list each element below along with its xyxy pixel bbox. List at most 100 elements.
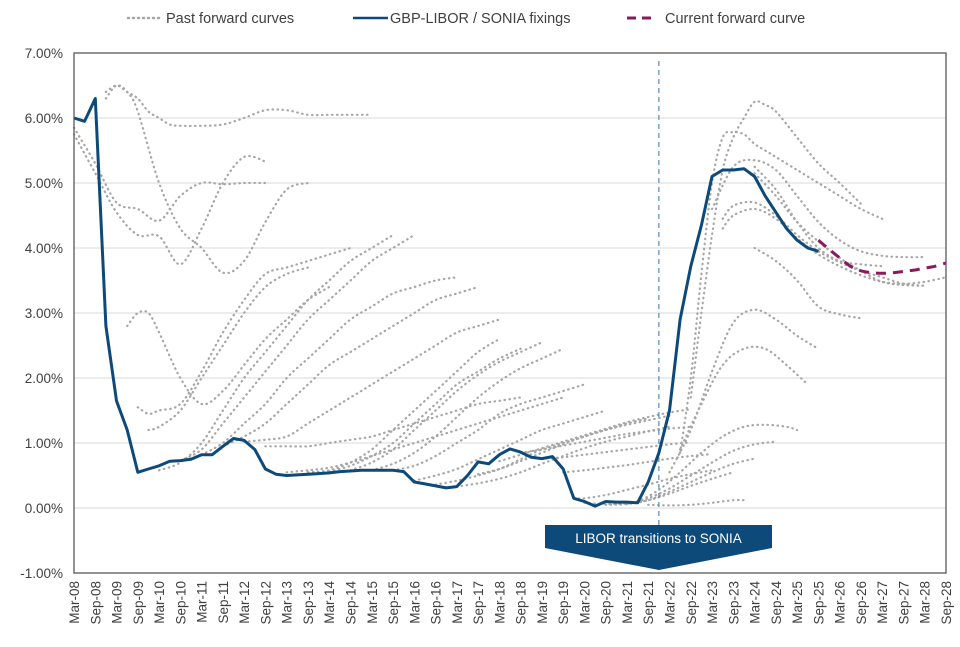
x-tick-label: Mar-19	[535, 581, 550, 624]
x-tick-label: Mar-09	[110, 581, 125, 624]
past-forward-curve	[710, 158, 926, 259]
y-tick-label: 2.00%	[25, 371, 63, 386]
x-tick-label: Mar-16	[407, 581, 422, 624]
past-forward-curve	[689, 100, 862, 399]
past-forward-curve	[572, 469, 714, 500]
x-tick-label: Mar-26	[833, 581, 848, 624]
legend: Past forward curves GBP-LIBOR / SONIA fi…	[126, 11, 805, 27]
x-tick-label: Mar-28	[918, 581, 933, 624]
x-tick-label: Sep-19	[556, 581, 571, 625]
x-tick-label: Sep-22	[684, 581, 699, 625]
x-tick-label: Sep-14	[343, 581, 358, 625]
legend-label-fixings: GBP-LIBOR / SONIA fixings	[390, 11, 571, 27]
x-tick-label: Mar-21	[620, 581, 635, 624]
past-forward-curve	[264, 396, 522, 448]
x-tick-label: Sep-25	[811, 581, 826, 625]
past-forward-curve	[679, 345, 809, 451]
x-tick-label: Sep-11	[216, 581, 231, 624]
x-tick-label: Mar-08	[67, 581, 82, 624]
past-forward-curve	[625, 440, 777, 506]
past-forward-curve	[72, 126, 267, 223]
x-tick-label: Mar-23	[705, 581, 720, 624]
x-tick-label: Mar-17	[450, 581, 465, 624]
past-forward-curve	[753, 246, 862, 320]
past-forward-curve	[434, 417, 650, 486]
y-tick-label: 4.00%	[25, 241, 63, 256]
x-tick-label: Mar-24	[748, 581, 763, 624]
x-tick-label: Sep-28	[939, 581, 954, 625]
x-tick-label: Mar-20	[577, 581, 592, 624]
y-tick-label: 5.00%	[25, 176, 63, 191]
legend-label-past-forward: Past forward curves	[166, 11, 294, 27]
x-tick-label: Sep-09	[131, 581, 146, 625]
past-forward-curve	[285, 396, 565, 474]
x-tick-label: Sep-21	[641, 581, 656, 625]
x-tick-label: Mar-13	[280, 581, 295, 624]
current-forward-line	[817, 239, 947, 275]
y-tick-label: 3.00%	[25, 306, 63, 321]
transition-annotation: LIBOR transitions to SONIA	[545, 525, 772, 570]
x-axis-ticks: Mar-08 Sep-08 Mar-09 Sep-09 Mar-10 Sep-10 Mar-…	[67, 581, 954, 625]
y-tick-label: 1.00%	[25, 436, 63, 451]
past-forward-curve	[147, 266, 310, 432]
past-forward-curve	[349, 341, 543, 472]
past-forward-curve	[200, 276, 458, 456]
y-tick-label: 0.00%	[25, 501, 63, 516]
y-tick-label: 6.00%	[25, 111, 63, 126]
x-tick-label: Sep-16	[429, 581, 444, 625]
past-forward-curve	[413, 409, 607, 482]
plot-area-border	[73, 52, 947, 574]
past-forward-curve	[721, 207, 948, 285]
past-forward-curve	[679, 130, 884, 454]
past-forward-curve	[477, 414, 671, 476]
x-tick-label: Mar-11	[195, 581, 210, 623]
past-forward-curve	[158, 233, 395, 472]
x-tick-label: Sep-27	[896, 581, 911, 625]
past-forward-curve	[370, 347, 565, 472]
past-forward-curves	[72, 84, 948, 507]
x-tick-label: Mar-27	[875, 581, 890, 624]
past-forward-curve	[126, 285, 331, 406]
past-forward-curve	[455, 425, 671, 488]
past-forward-curve	[753, 165, 884, 268]
past-forward-curve	[104, 84, 373, 128]
y-tick-label: -1.00%	[20, 566, 63, 581]
x-tick-label: Sep-15	[386, 581, 401, 625]
x-tick-label: Mar-18	[492, 581, 507, 624]
x-tick-label: Mar-12	[237, 581, 252, 624]
past-forward-curve	[104, 84, 310, 275]
x-tick-label: Sep-20	[599, 581, 614, 625]
past-forward-curve	[328, 347, 522, 473]
past-forward-curve	[391, 383, 586, 472]
fixings-line	[73, 97, 819, 508]
x-tick-label: Mar-25	[790, 581, 805, 624]
y-axis-ticks: -1.00% 0.00% 1.00% 2.00% 3.00% 4.00% 5.00% 6.00…	[20, 46, 63, 581]
x-tick-label: Sep-18	[514, 581, 529, 625]
x-tick-label: Sep-26	[854, 581, 869, 625]
x-tick-label: Sep-17	[471, 581, 486, 625]
x-tick-label: Sep-23	[726, 581, 741, 625]
x-tick-label: Mar-10	[152, 581, 167, 624]
past-forward-curve	[221, 285, 480, 448]
past-forward-curve	[540, 441, 692, 460]
x-tick-label: Sep-13	[301, 581, 316, 625]
past-forward-curve	[179, 233, 416, 462]
past-forward-curve	[647, 498, 746, 507]
x-tick-label: Mar-14	[322, 581, 337, 624]
past-forward-curve	[72, 133, 267, 266]
legend-label-current-forward: Current forward curve	[665, 11, 805, 27]
past-forward-curve	[562, 453, 714, 474]
x-tick-label: Sep-08	[88, 581, 103, 625]
x-tick-label: Sep-24	[769, 581, 784, 625]
x-tick-label: Sep-10	[173, 581, 188, 625]
past-forward-curve	[306, 337, 501, 474]
x-tick-label: Mar-22	[663, 581, 678, 624]
past-forward-curve	[136, 246, 352, 415]
annotation-text: LIBOR transitions to SONIA	[575, 531, 742, 546]
y-tick-label: 7.00%	[25, 46, 63, 61]
x-tick-label: Sep-12	[258, 581, 273, 625]
past-forward-curve	[753, 172, 926, 287]
x-tick-label: Mar-15	[365, 581, 380, 624]
annotation-arrow-banner	[545, 525, 772, 570]
